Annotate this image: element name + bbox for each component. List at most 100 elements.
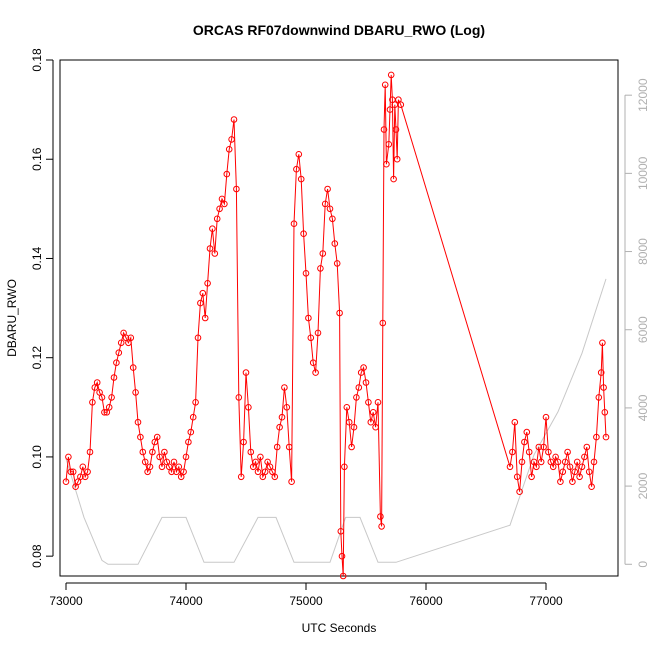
data-point [597, 369, 605, 376]
chart-title: ORCAS RF07downwind DBARU_RWO (Log) [193, 22, 485, 38]
data-point [338, 552, 346, 560]
data-point [302, 270, 310, 277]
data-point [386, 106, 394, 113]
y2-tick-label: 2000 [636, 472, 650, 499]
data-point [273, 443, 281, 451]
data-point [197, 299, 204, 307]
data-point [540, 443, 547, 451]
data-point [79, 463, 87, 471]
data-point [557, 478, 564, 486]
data-point [297, 175, 305, 183]
data-point [180, 468, 187, 476]
data-point [300, 230, 307, 237]
altitude-line [65, 278, 607, 565]
data-point [381, 81, 389, 89]
data-point [281, 384, 288, 391]
data-point [67, 468, 75, 476]
data-point [211, 250, 219, 257]
data-point [392, 126, 400, 133]
y-axis-label: DBARU_RWO [5, 279, 19, 357]
data-point [337, 528, 345, 535]
y2-tick-label: 10000 [636, 156, 650, 190]
y2-tick-label: 0 [636, 561, 650, 568]
data-point [569, 478, 576, 486]
data-point [523, 428, 531, 436]
y2-tick-label: 6000 [636, 316, 650, 343]
data-point [153, 433, 161, 441]
data-point [242, 369, 250, 376]
data-point [283, 404, 291, 411]
plot-frame [59, 59, 619, 577]
data-point [377, 513, 384, 520]
data-point [576, 473, 583, 481]
data-point [271, 473, 279, 481]
data-point [105, 404, 113, 411]
data-point [602, 433, 610, 441]
data-point [397, 101, 405, 108]
secondary-y-axis: 0 2000 4000 6000 8000 10000 12000 [624, 78, 650, 568]
data-point [542, 413, 550, 421]
data-point [600, 384, 607, 391]
data-point [233, 185, 240, 193]
series-layer [62, 71, 610, 580]
y-tick-label: 0.18 [30, 48, 44, 72]
data-point [295, 151, 303, 158]
data-point [561, 458, 569, 466]
data-point [149, 448, 156, 456]
data-point [362, 379, 370, 386]
data-point [228, 136, 235, 143]
data-point [324, 185, 331, 193]
data-point [329, 215, 336, 223]
data-point [194, 334, 202, 342]
x-axis-label: UTC Seconds [302, 621, 377, 635]
data-point [187, 428, 195, 436]
data-point [314, 329, 322, 337]
data-point [185, 438, 192, 446]
data-point [77, 473, 84, 481]
data-point [235, 394, 243, 401]
data-point [319, 250, 327, 257]
data-point [62, 478, 70, 486]
data-point [573, 458, 581, 466]
data-point [206, 245, 214, 252]
data-point [360, 364, 367, 371]
data-point [379, 319, 387, 327]
data-point [595, 394, 603, 401]
data-point [216, 205, 223, 213]
data-point [240, 438, 247, 446]
data-point [293, 165, 300, 173]
data-point [321, 200, 329, 208]
data-point [134, 418, 142, 426]
data-point [559, 468, 567, 476]
data-point [535, 443, 543, 451]
data-point [230, 116, 238, 123]
data-point [146, 463, 154, 471]
data-point [317, 265, 324, 272]
y-tick-label: 0.16 [30, 147, 44, 171]
data-point [511, 418, 519, 426]
x-tick-label: 75000 [289, 594, 323, 608]
data-point [245, 404, 252, 411]
data-point [252, 458, 259, 466]
x-tick-label: 73000 [49, 594, 83, 608]
data-point [537, 458, 545, 466]
data-point [348, 443, 355, 451]
data-point [182, 453, 190, 461]
data-point [201, 314, 209, 322]
data-point [290, 220, 298, 227]
data-point [247, 448, 255, 456]
data-point [175, 463, 183, 471]
data-point [113, 359, 120, 367]
data-point [326, 205, 334, 213]
data-point [127, 334, 135, 342]
y-tick-label: 0.10 [30, 445, 44, 469]
data-point [156, 453, 163, 461]
data-point [221, 200, 228, 208]
data-point [237, 473, 245, 481]
x-tick-label: 76000 [409, 594, 443, 608]
data-point [139, 448, 147, 456]
data-point [353, 394, 360, 401]
data-point [170, 458, 178, 466]
data-point [578, 463, 586, 471]
